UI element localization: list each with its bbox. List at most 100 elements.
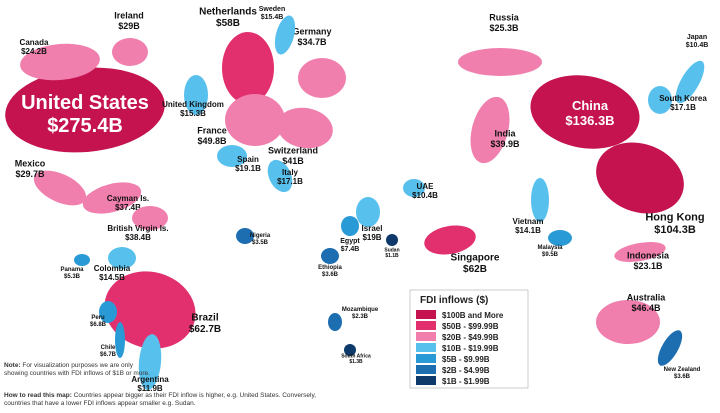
country-name: Israel <box>362 224 383 233</box>
country: Peru$6.8B <box>90 301 117 328</box>
country-shape <box>236 228 254 244</box>
legend-swatch <box>416 365 436 374</box>
country-name: South Korea <box>659 94 707 103</box>
legend-swatch <box>416 354 436 363</box>
country-value: $38.4B <box>125 233 151 242</box>
country: Egypt$7.4B <box>340 216 360 253</box>
country-value: $62.7B <box>189 324 221 335</box>
country-name: Sweden <box>259 6 285 13</box>
country-shape <box>20 43 100 81</box>
country-name: Colombia <box>94 264 131 273</box>
country: British Virgin Is.$38.4B <box>107 206 169 242</box>
country: Sweden$15.4B <box>259 6 296 55</box>
legend-swatch <box>416 321 436 330</box>
legend-swatch <box>416 332 436 341</box>
country: Germany$34.7B <box>292 27 346 98</box>
country-name: Spain <box>237 155 259 164</box>
note-text: For visualization purposes we are only s… <box>4 362 150 378</box>
country-value: $24.2B <box>21 47 47 56</box>
country: Ireland$29B <box>112 11 148 66</box>
country-name: India <box>494 129 516 139</box>
country-name: Nigeria <box>250 233 271 239</box>
country: UAE$10.4B <box>403 179 438 200</box>
country-name: China <box>572 98 609 113</box>
country-name: Singapore <box>451 253 500 264</box>
country-name: Mexico <box>15 159 46 169</box>
country-name: Chile <box>101 345 116 351</box>
country-name: United Kingdom <box>162 100 224 109</box>
country-value: $1.1B <box>385 253 399 259</box>
country-name: Russia <box>489 13 520 23</box>
country-shape <box>470 96 510 164</box>
country: India$39.9B <box>470 96 520 164</box>
country-shape <box>217 145 247 167</box>
country-shape <box>341 216 359 236</box>
country-value: $15.4B <box>261 14 284 21</box>
country-name: British Virgin Is. <box>107 224 168 233</box>
country-shape <box>531 178 549 222</box>
note: Note: For visualization purposes we are … <box>4 362 154 379</box>
country-shape <box>222 32 274 104</box>
country-value: $58B <box>216 18 240 29</box>
country-value: $49.8B <box>197 136 227 146</box>
legend-label: $10B - $19.99B <box>442 344 499 353</box>
country: Indonesia$23.1B <box>614 242 670 271</box>
country: Switzerland$41B <box>268 107 333 166</box>
country: United Kingdom$15.3B <box>162 75 224 118</box>
country: Mexico$29.7B <box>15 159 87 206</box>
country: Mozambique$2.3B <box>328 307 379 331</box>
country-shape <box>424 225 476 255</box>
legend-swatch <box>416 343 436 352</box>
country-shape <box>403 179 425 197</box>
country-value: $104.3B <box>654 224 696 236</box>
country-shape <box>596 142 684 214</box>
note-label: Note: <box>4 362 21 369</box>
country: Cayman Is.$37.4B <box>82 182 149 214</box>
country-value: $275.4B <box>47 115 123 137</box>
country-shape <box>298 58 346 98</box>
country-name: Ethiopia <box>318 265 342 271</box>
country-name: Canada <box>20 38 49 47</box>
legend-title: FDI inflows ($) <box>420 295 488 306</box>
country-value: $7.4B <box>341 246 360 253</box>
country: New Zealand$3.6B <box>657 330 701 380</box>
country-shape <box>104 271 196 349</box>
country-name: Indonesia <box>627 251 670 261</box>
country-shape <box>184 75 208 115</box>
country: Nigeria$3.5B <box>236 228 271 246</box>
country-name: Sudan <box>384 247 399 253</box>
country-value: $10.4B <box>412 191 438 200</box>
country-name: Hong Kong <box>645 211 704 223</box>
country-value: $29.7B <box>15 169 45 179</box>
legend-label: $20B - $49.99B <box>442 333 499 342</box>
country-shape <box>648 86 672 114</box>
country-value: $34.7B <box>297 37 327 47</box>
legend-label: $5B - $9.99B <box>442 355 490 364</box>
country-name: Netherlands <box>199 7 257 18</box>
country-value: $19.1B <box>235 164 261 173</box>
legend-label: $1B - $1.99B <box>442 377 490 386</box>
country-value: $39.9B <box>490 139 520 149</box>
country-shape <box>74 254 90 266</box>
country-name: Egypt <box>340 238 360 245</box>
country-value: $3.6B <box>322 272 339 278</box>
country-shape <box>138 334 162 390</box>
country-name: Switzerland <box>268 146 318 156</box>
country-shape <box>112 38 148 66</box>
country-name: Australia <box>627 293 667 303</box>
country-value: $9.5B <box>542 252 559 258</box>
country-name: Cayman Is. <box>107 194 149 203</box>
country-name: Germany <box>292 27 331 37</box>
country-name: Malaysia <box>537 245 563 251</box>
country: South Korea$17.1B <box>648 86 707 114</box>
country-shape <box>344 344 356 356</box>
country-name: Peru <box>91 315 105 321</box>
country: China$136.3B <box>530 75 640 149</box>
country: Japan$10.4B <box>675 34 709 104</box>
country-value: $10.4B <box>686 42 709 49</box>
country: Sudan$1.1B <box>384 234 400 259</box>
country: Singapore$62B <box>424 225 500 275</box>
country-shape <box>657 330 683 366</box>
country-value: $14.1B <box>515 226 541 235</box>
